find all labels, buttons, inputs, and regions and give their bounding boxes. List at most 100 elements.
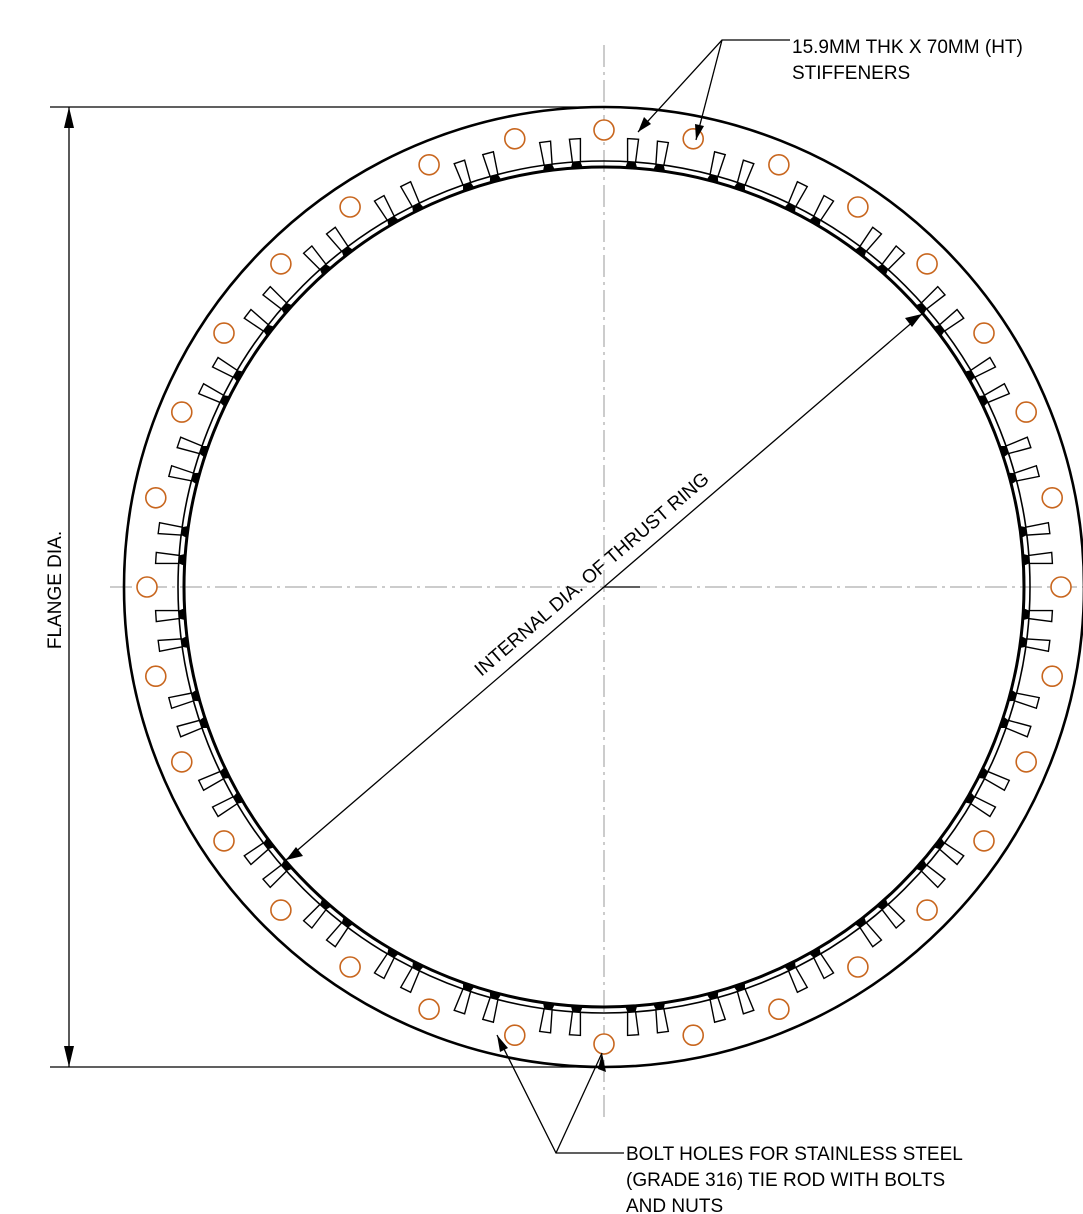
stiffener-plate (481, 150, 499, 178)
stiffener (302, 244, 332, 276)
stiffener (197, 767, 230, 792)
stiffener-weld (542, 164, 555, 172)
stiffener-weld (412, 203, 424, 213)
stiffener (568, 137, 583, 169)
stiffener-plate (1028, 551, 1054, 565)
stiffener-weld (181, 525, 189, 538)
stiffeners-leader (637, 39, 790, 141)
bolt-hole (213, 830, 235, 852)
internal-dia-dimension-line (285, 313, 923, 861)
stiffener (1022, 551, 1054, 566)
stiffener-weld (178, 608, 186, 621)
bolt-hole (270, 899, 292, 921)
stiffener (1019, 521, 1051, 538)
stiffener-weld (199, 716, 209, 728)
stiffener-weld (542, 1002, 555, 1010)
stiffener-weld (387, 216, 399, 227)
bolt-hole (145, 665, 167, 688)
stiffener-weld (1019, 636, 1027, 649)
stiffener-weld (706, 991, 719, 1000)
bolt-arrow-1 (497, 1035, 508, 1052)
stiffener (999, 436, 1032, 458)
bolt-hole (1015, 751, 1037, 773)
stiffener (154, 608, 186, 623)
stiffener-weld (964, 792, 975, 804)
stiffener-weld (999, 716, 1009, 728)
stiffeners-note-line2: STIFFENERS (792, 63, 910, 84)
stiffener (876, 898, 906, 930)
stiffener-plate (812, 194, 835, 222)
bolt-hole (593, 1033, 615, 1055)
stiffener-plate (197, 382, 225, 404)
stiffener-plate (373, 952, 396, 980)
stiffener-plate (538, 140, 553, 166)
stiffener-weld (625, 1005, 638, 1013)
stiffener (653, 140, 670, 172)
stiffener (706, 150, 727, 183)
flange-dia-arrow-top (64, 107, 74, 128)
bolt-hole (593, 119, 615, 141)
stiffener (261, 859, 293, 889)
stiffener-plate (983, 770, 1011, 792)
bolt-hole (847, 956, 869, 978)
stiffener-plate (626, 137, 640, 163)
stiffener-weld (978, 767, 988, 779)
stiffener-weld (978, 395, 988, 407)
stiffener-weld (181, 636, 189, 649)
stiffener-plate (1013, 464, 1041, 482)
stiffener (706, 991, 727, 1024)
stiffener (625, 1005, 640, 1037)
stiffener (978, 382, 1011, 407)
stiffeners-leader-line-2 (695, 39, 723, 141)
stiffener-plate (736, 988, 755, 1015)
stiffener (625, 137, 640, 169)
bolt-hole (136, 576, 158, 598)
bolt-hole (503, 128, 526, 150)
stiffener-plate (167, 464, 195, 482)
bolt-hole (418, 154, 440, 176)
stiffener-plate (655, 1008, 670, 1034)
bolt-hole (171, 751, 193, 773)
stiffener (538, 1002, 555, 1034)
stiffener (157, 636, 189, 653)
bolt-hole (916, 899, 938, 921)
stiffener (1008, 464, 1041, 485)
stiffener-plate (399, 180, 421, 208)
stiffener-plate (481, 996, 499, 1024)
stiffener (176, 716, 209, 738)
stiffener (964, 356, 997, 382)
stiffener-weld (220, 395, 230, 407)
bolt-leader-line-2 (555, 1052, 603, 1154)
internal-dia-arrow-upper (905, 314, 922, 327)
stiffener-plate (176, 719, 203, 738)
bolt-hole (682, 1024, 705, 1046)
stiffener-weld (341, 246, 354, 258)
stiffener-plate (302, 903, 327, 930)
stiffener (933, 837, 965, 866)
stiffener-weld (233, 370, 244, 382)
stiffener-plate (399, 966, 421, 994)
stiffener (453, 159, 475, 192)
stiffener (197, 382, 230, 407)
stiffener-weld (263, 837, 275, 850)
stiffener-plate (787, 180, 809, 208)
stiffener-plate (453, 988, 472, 1015)
bolt-hole (171, 401, 193, 423)
thrust-ring-outer-circle (177, 160, 1031, 1014)
stiffener (809, 194, 835, 227)
stiffener-weld (933, 837, 945, 850)
stiffener-plate (787, 966, 809, 994)
stiffener (243, 308, 275, 337)
stiffener-plate (373, 194, 396, 222)
bolt-hole (213, 322, 235, 344)
bolt-hole (768, 998, 790, 1021)
bolt-hole (339, 196, 361, 218)
stiffener-weld (915, 859, 927, 872)
stiffener-plate (1028, 609, 1054, 623)
stiffener-weld (1022, 608, 1030, 621)
stiffener (999, 716, 1032, 738)
stiffener (399, 180, 424, 213)
flange-dia-label: FLANGE DIA. (45, 531, 66, 649)
stiffener-weld (220, 767, 230, 779)
